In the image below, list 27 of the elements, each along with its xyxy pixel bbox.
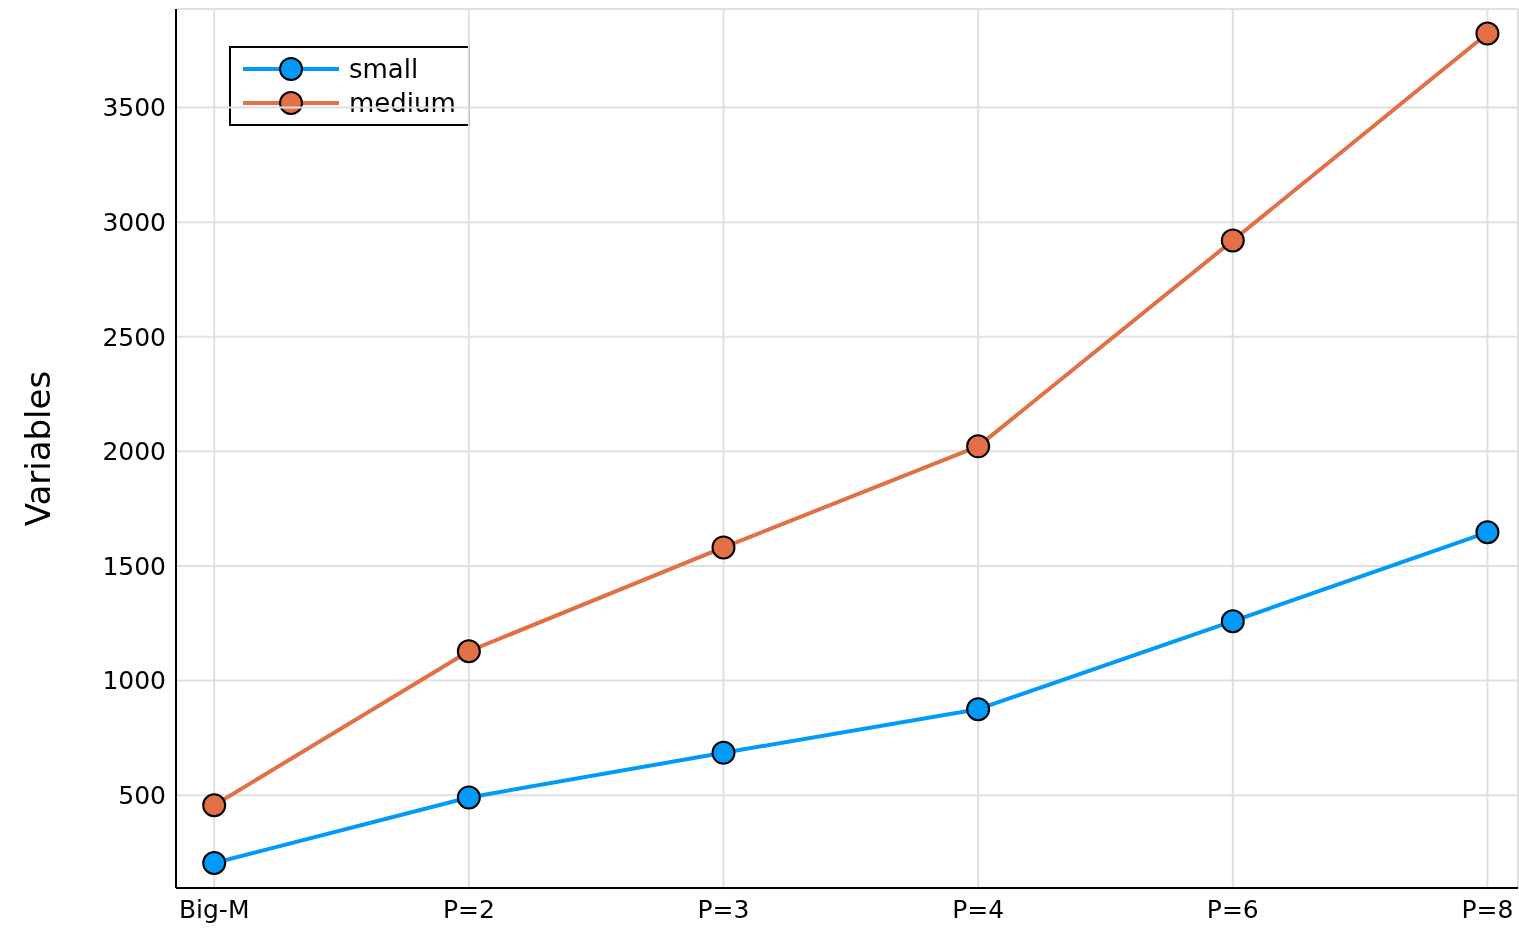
point <box>966 697 991 722</box>
point <box>456 639 481 664</box>
x-tick-label: P=4 <box>952 894 1005 924</box>
x-tick-label: P=6 <box>1206 894 1259 924</box>
point <box>711 740 736 765</box>
x-tick-label: Big-M <box>178 894 250 924</box>
point <box>1475 520 1500 545</box>
y-tick-label: 3000 <box>102 208 166 238</box>
x-tick-label: P=8 <box>1461 894 1514 924</box>
point <box>966 434 991 459</box>
legend-label: small <box>349 54 419 84</box>
point <box>202 851 227 876</box>
y-tick-label: 1000 <box>102 666 166 696</box>
x-tick-label: P=3 <box>697 894 750 924</box>
point <box>456 785 481 810</box>
y-tick-label: 500 <box>118 781 166 811</box>
y-tick-label: 1500 <box>102 551 166 581</box>
point <box>1220 228 1245 253</box>
point <box>1475 21 1500 46</box>
x-tick-label: P=2 <box>442 894 495 924</box>
point <box>1220 609 1245 634</box>
point <box>202 793 227 818</box>
y-tick-label: 2000 <box>102 437 166 467</box>
y-tick-label: 2500 <box>102 322 166 352</box>
point <box>711 535 736 560</box>
y-tick-label: 3500 <box>102 93 166 123</box>
y-axis-title: Variables <box>18 370 59 527</box>
